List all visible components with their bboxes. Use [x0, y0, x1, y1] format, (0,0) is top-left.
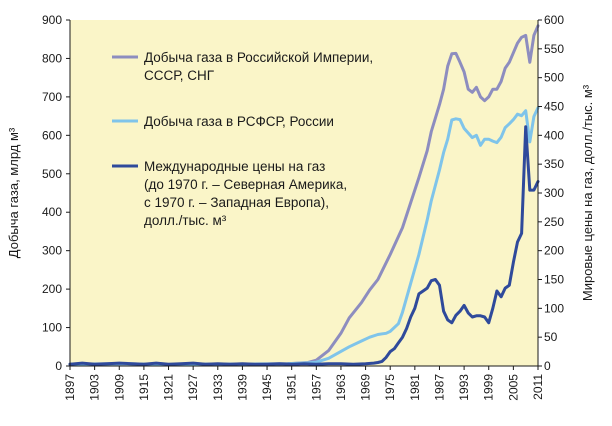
x-tick-label: 1921 — [162, 374, 176, 401]
y-axis-left-title: Добыча газа, млрд м³ — [6, 127, 21, 258]
y-axis-right-title: Мировые цены на газ, долл./тыс. м³ — [580, 84, 595, 301]
y-right-tick-label: 150 — [544, 273, 564, 287]
x-tick-label: 1999 — [482, 374, 496, 401]
series-line-2 — [68, 106, 540, 366]
x-tick-label: 1927 — [186, 374, 200, 401]
y-left-tick-label: 700 — [42, 90, 62, 104]
x-tick-label: 1975 — [383, 374, 397, 401]
axis-layer: 0 100 200 300 400 500 600 700 800 900 0 50 100 150 200… — [42, 13, 564, 401]
x-tick-label: 1951 — [285, 374, 299, 401]
legend-label-3: (до 1970 г. – Северная Америка, — [144, 177, 347, 192]
legend-label-1: СССР, СНГ — [144, 68, 215, 83]
series-line-1 — [68, 24, 540, 366]
x-tick-label: 1945 — [260, 374, 274, 401]
x-tick-label: 1909 — [112, 374, 126, 401]
x-tick-label: 2011 — [531, 374, 545, 400]
legend-label-3: Международные цены на газ — [144, 159, 325, 174]
plot-area — [70, 20, 538, 366]
y-right-tick-label: 400 — [544, 128, 564, 142]
y-right-tick-label: 250 — [544, 215, 564, 229]
x-tick-label: 1939 — [235, 374, 249, 401]
x-tick-label: 1963 — [334, 374, 348, 401]
legend-label-3: с 1970 г. – Западная Европа), — [144, 195, 329, 210]
y-left-tick-label: 900 — [42, 13, 62, 27]
y-left-tick-label: 0 — [55, 359, 62, 373]
x-tick-label: 1903 — [88, 374, 102, 401]
x-tick-label: 2005 — [506, 374, 520, 401]
series-layer — [68, 24, 540, 366]
y-right-tick-label: 100 — [544, 301, 564, 315]
y-left-tick-label: 300 — [42, 244, 62, 258]
series-line-3 — [68, 125, 540, 366]
y-left-tick-label: 200 — [42, 282, 62, 296]
y-right-tick-label: 50 — [544, 330, 558, 344]
legend-label-3: долл./тыс. м³ — [144, 213, 227, 228]
y-right-tick-label: 350 — [544, 157, 564, 171]
legend-label-2: Добыча газа в РСФСР, России — [144, 114, 334, 129]
legend-label-1: Добыча газа в Российской Империи, — [144, 50, 373, 65]
y-right-tick-label: 0 — [544, 359, 551, 373]
y-right-tick-label: 600 — [544, 13, 564, 27]
y-right-tick-label: 200 — [544, 244, 564, 258]
y-right-tick-label: 500 — [544, 71, 564, 85]
y-right-tick-label: 300 — [544, 186, 564, 200]
x-tick-label: 1981 — [408, 374, 422, 401]
x-tick-label: 1987 — [432, 374, 446, 401]
x-tick-label: 1897 — [63, 374, 77, 401]
x-tick-label: 1993 — [457, 374, 471, 401]
y-left-tick-label: 400 — [42, 205, 62, 219]
x-tick-label: 1957 — [309, 374, 323, 401]
legend: Добыча газа в Российской Империи, СССР, С… — [112, 50, 373, 228]
y-right-tick-label: 450 — [544, 100, 564, 114]
x-tick-label: 1915 — [137, 374, 151, 401]
y-right-tick-label: 550 — [544, 42, 564, 56]
y-left-tick-label: 100 — [42, 321, 62, 335]
x-tick-label: 1969 — [359, 374, 373, 401]
y-left-tick-label: 800 — [42, 51, 62, 65]
x-tick-label: 1933 — [211, 374, 225, 401]
y-left-tick-label: 500 — [42, 167, 62, 181]
y-left-tick-label: 600 — [42, 128, 62, 142]
